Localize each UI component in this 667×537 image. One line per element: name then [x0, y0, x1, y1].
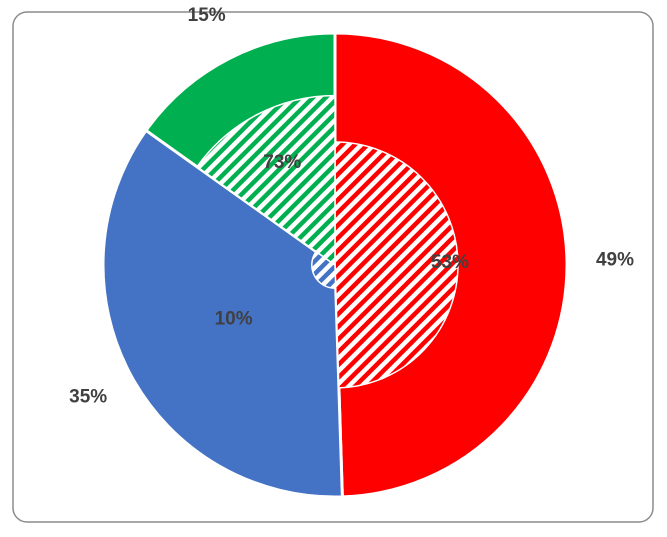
- inner-value-label: 10%: [215, 308, 253, 329]
- inner-value-label: 73%: [263, 152, 301, 173]
- outer-value-label: 35%: [69, 386, 107, 407]
- inner-slice: [195, 94, 336, 267]
- inner-slice: [311, 250, 337, 289]
- outer-value-label: 15%: [188, 5, 226, 26]
- outer-value-label: 49%: [596, 250, 634, 271]
- outer-slice: [101, 128, 344, 499]
- inner-value-label: 53%: [431, 252, 469, 273]
- inner-slice: [334, 141, 459, 389]
